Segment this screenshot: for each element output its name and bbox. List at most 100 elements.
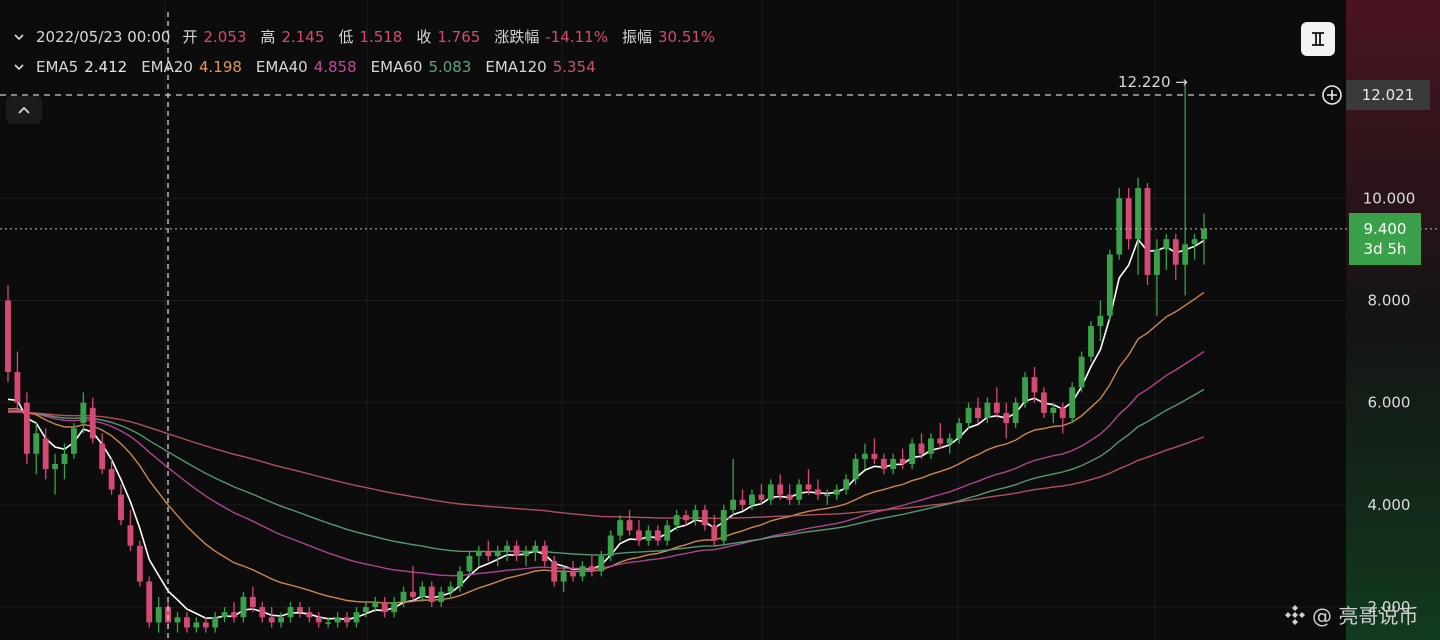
ohlc-info-row: 2022/05/23 00:00 开 2.053 高 2.145 低 1.518 收 1.76…: [14, 26, 729, 47]
candle-body: [777, 484, 784, 495]
grid-lines: [0, 0, 1346, 640]
ema-value: 2.412: [84, 58, 128, 76]
candle-body: [89, 407, 96, 439]
candle-body: [457, 571, 463, 587]
candle-body: [1059, 407, 1066, 419]
candle-body: [975, 407, 981, 419]
candle-body: [673, 515, 680, 526]
field-value: -14.11%: [545, 28, 608, 46]
candle-body: [240, 596, 247, 618]
candle-body: [71, 428, 77, 454]
candle-countdown: 3d 5h: [1363, 240, 1407, 258]
candle-body: [852, 458, 859, 480]
candle-body: [174, 617, 181, 623]
candle-body: [42, 438, 49, 470]
ema-value: 4.858: [313, 58, 357, 76]
chevron-down-icon[interactable]: [14, 32, 24, 42]
chevron-down-icon[interactable]: [14, 62, 24, 72]
candle-date: 2022/05/23 00:00: [36, 27, 171, 46]
ema-value: 5.083: [428, 58, 472, 76]
chevron-up-icon: [18, 106, 30, 114]
candle-body: [1040, 392, 1047, 413]
candle-body: [1172, 239, 1179, 265]
candle-body: [1003, 412, 1010, 424]
candle-body: [325, 622, 332, 624]
candle-body: [118, 494, 124, 521]
candle-body: [353, 612, 360, 623]
candle-body: [824, 494, 831, 497]
expand-icon: [1312, 32, 1324, 46]
candle-body: [749, 494, 755, 505]
candle-body: [664, 525, 671, 541]
candle-body: [1125, 198, 1132, 240]
candle-body: [1022, 377, 1028, 403]
candle-body: [400, 591, 407, 602]
candle-body: [33, 433, 40, 454]
y-tick-label: 10.000: [1363, 189, 1416, 207]
candle-body: [1069, 387, 1076, 419]
candle-body: [956, 423, 963, 439]
candle-body: [52, 463, 59, 470]
candle-body: [99, 443, 106, 470]
candle-body: [381, 601, 388, 613]
candle-body: [588, 566, 595, 572]
candle-body: [475, 550, 482, 556]
collapse-button[interactable]: [6, 96, 42, 124]
candle-body: [184, 617, 190, 628]
candle-body: [946, 438, 953, 444]
candle-body: [786, 494, 793, 500]
candle-body: [1088, 326, 1094, 357]
candle-body: [108, 469, 115, 490]
candle-body: [805, 484, 812, 490]
ema-line-40: [7, 350, 1205, 577]
ema-line-20: [7, 291, 1205, 604]
candle-body: [532, 545, 539, 551]
field-value: 2.145: [281, 28, 325, 46]
candle-body: [617, 520, 624, 536]
candle-body: [993, 402, 1000, 413]
watermark: @ 亮哥说币: [1284, 600, 1418, 629]
ema-line-60: [7, 388, 1205, 556]
candle-body: [796, 484, 802, 500]
candle-body: [221, 612, 228, 618]
candle-body: [136, 545, 143, 582]
y-tick-label: 8.000: [1368, 291, 1411, 309]
candle-body: [1116, 198, 1123, 255]
candle-body: [127, 525, 134, 546]
candle-body: [504, 545, 511, 551]
field-label: 振幅: [621, 28, 652, 46]
candle-body: [570, 571, 576, 577]
last-price-value: 9.400: [1363, 220, 1407, 238]
field-value: 30.51%: [657, 28, 716, 46]
last-price-tag: 9.400 3d 5h: [1349, 213, 1421, 265]
candle-body: [636, 530, 642, 541]
candle-body: [965, 407, 972, 424]
ema-label: EMA20: [141, 58, 193, 76]
candle-body: [466, 555, 473, 572]
ema-label: EMA120: [485, 58, 547, 76]
candle-body: [730, 499, 737, 510]
y-tick-label: 4.000: [1368, 496, 1411, 514]
candle-body: [692, 509, 699, 521]
candle-body: [513, 545, 520, 556]
guide-lines: [0, 12, 1440, 640]
chart-settings-button[interactable]: [1301, 22, 1335, 56]
candle-body: [1031, 377, 1038, 393]
candle-body: [711, 525, 718, 541]
candle-body: [146, 581, 153, 623]
candle-body: [683, 515, 689, 521]
candle-body: [344, 617, 350, 623]
candle-body: [551, 561, 558, 582]
candle-body: [843, 479, 850, 490]
candle-body: [410, 591, 416, 597]
field-label: 开: [182, 28, 198, 46]
add-alert-icon[interactable]: [1321, 84, 1343, 106]
candle-body: [80, 402, 87, 424]
candle-body: [155, 607, 162, 623]
candle-body: [212, 617, 219, 628]
candles: [5, 84, 1207, 633]
candle-body: [259, 607, 266, 618]
candle-body: [5, 300, 11, 373]
field-label: 高: [260, 28, 276, 46]
